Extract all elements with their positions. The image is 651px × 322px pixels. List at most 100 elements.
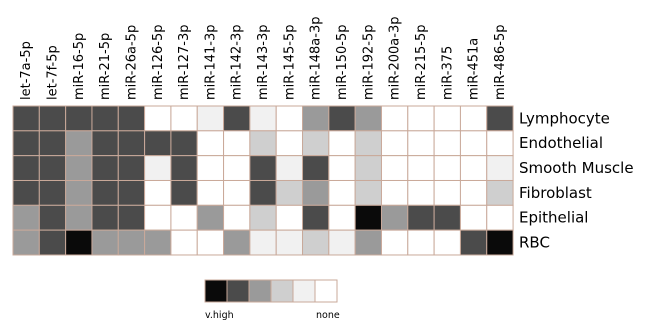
- column-label: let-7a-5p: [19, 41, 34, 100]
- heatmap-cell: [459, 179, 488, 206]
- heatmap-cell: [91, 105, 119, 132]
- heatmap-cell: [249, 229, 277, 256]
- heatmap-cell: [12, 105, 40, 132]
- heatmap-cell: [354, 105, 382, 132]
- heatmap-cell: [223, 130, 251, 157]
- heatmap-cell: [433, 130, 461, 157]
- heatmap-cell: [144, 179, 172, 206]
- heatmap-cell: [65, 130, 93, 157]
- column-label: miR-143-3p: [256, 25, 271, 101]
- heatmap-cell: [223, 229, 251, 256]
- column-label: miR-21-5p: [98, 33, 113, 100]
- legend-swatch: [204, 279, 228, 303]
- column-labels: let-7a-5p let-7f-5p miR-16-5p miR-21-5p miR-…: [19, 17, 508, 100]
- heatmap-cell: [275, 229, 304, 256]
- heatmap-cell: [380, 155, 409, 181]
- heatmap-cell: [407, 179, 435, 206]
- heatmap-cell: [380, 229, 409, 256]
- heatmap-cell: [65, 204, 93, 231]
- legend-swatch: [226, 279, 250, 303]
- column-label: miR-215-5p: [414, 25, 429, 101]
- heatmap-cell: [38, 105, 67, 132]
- heatmap-cell: [328, 155, 356, 181]
- heatmap-cell: [65, 229, 93, 256]
- row-label: RBC: [519, 234, 550, 252]
- row-label: Smooth Muscle: [519, 159, 634, 177]
- legend-min-label: v.high: [205, 310, 234, 321]
- heatmap-cell: [170, 105, 198, 132]
- column-label: miR-126-5p: [151, 25, 166, 101]
- heatmap-cell: [170, 130, 198, 157]
- heatmap-cell: [486, 204, 514, 231]
- legend: v.high none: [204, 279, 340, 321]
- column-label: let-7f-5p: [46, 45, 61, 100]
- heatmap-cell: [91, 130, 119, 157]
- heatmap-cell: [196, 179, 225, 206]
- heatmap-cell: [275, 155, 304, 181]
- heatmap-cell: [144, 229, 172, 256]
- row-labels: Lymphocyte Endothelial Smooth Muscle Fibrob…: [519, 109, 634, 251]
- heatmap-cell: [196, 130, 225, 157]
- heatmap-cell: [38, 204, 67, 231]
- heatmap-cell: [354, 229, 382, 256]
- heatmap-cell: [223, 204, 251, 231]
- heatmap-cell: [328, 179, 356, 206]
- heatmap-cell: [275, 130, 304, 157]
- column-label: miR-26a-5p: [124, 25, 139, 100]
- heatmap-cell: [38, 179, 67, 206]
- heatmap-cell: [223, 179, 251, 206]
- heatmap-cell: [170, 179, 198, 206]
- heatmap-cell: [65, 105, 93, 132]
- column-label: miR-192-5p: [361, 25, 376, 101]
- heatmap-cell: [170, 155, 198, 181]
- heatmap-cell: [302, 229, 330, 256]
- heatmap-cell: [328, 130, 356, 157]
- heatmap-cell: [407, 229, 435, 256]
- legend-swatch: [314, 279, 338, 303]
- heatmap-cell: [486, 155, 514, 181]
- heatmap-cell: [12, 155, 40, 181]
- heatmap-cell: [354, 130, 382, 157]
- heatmap-cell: [249, 155, 277, 181]
- heatmap-cell: [328, 204, 356, 231]
- heatmap-cell: [144, 105, 172, 132]
- heatmap-cell: [12, 229, 40, 256]
- column-label: miR-375: [440, 46, 455, 100]
- heatmap-cell: [91, 179, 119, 206]
- heatmap-cell: [223, 105, 251, 132]
- heatmap-cell: [275, 179, 304, 206]
- heatmap-cell: [433, 105, 461, 132]
- heatmap-cell: [275, 105, 304, 132]
- heatmap-cells: [12, 105, 514, 256]
- column-label: miR-16-5p: [72, 33, 87, 100]
- heatmap-cell: [144, 204, 172, 231]
- heatmap-cell: [12, 130, 40, 157]
- heatmap-cell: [459, 155, 488, 181]
- heatmap-cell: [196, 155, 225, 181]
- heatmap-cell: [170, 204, 198, 231]
- column-label: miR-451a: [467, 38, 482, 100]
- heatmap-cell: [117, 229, 146, 256]
- heatmap-cell: [302, 130, 330, 157]
- heatmap-cell: [65, 155, 93, 181]
- heatmap-cell: [407, 204, 435, 231]
- heatmap-cell: [486, 130, 514, 157]
- heatmap-cell: [249, 130, 277, 157]
- heatmap-cell: [380, 130, 409, 157]
- heatmap-cell: [223, 155, 251, 181]
- column-label: miR-142-3p: [230, 25, 245, 101]
- heatmap-cell: [433, 155, 461, 181]
- column-label: miR-148a-3p: [309, 17, 324, 100]
- row-label: Epithelial: [519, 209, 588, 227]
- heatmap-cell: [433, 179, 461, 206]
- row-label: Fibroblast: [519, 184, 592, 202]
- heatmap-cell: [486, 179, 514, 206]
- legend-swatch: [248, 279, 272, 303]
- heatmap-cell: [486, 229, 514, 256]
- heatmap-cell: [275, 204, 304, 231]
- heatmap-cell: [459, 204, 488, 231]
- heatmap-cell: [407, 105, 435, 132]
- heatmap-cell: [380, 105, 409, 132]
- heatmap-cell: [91, 155, 119, 181]
